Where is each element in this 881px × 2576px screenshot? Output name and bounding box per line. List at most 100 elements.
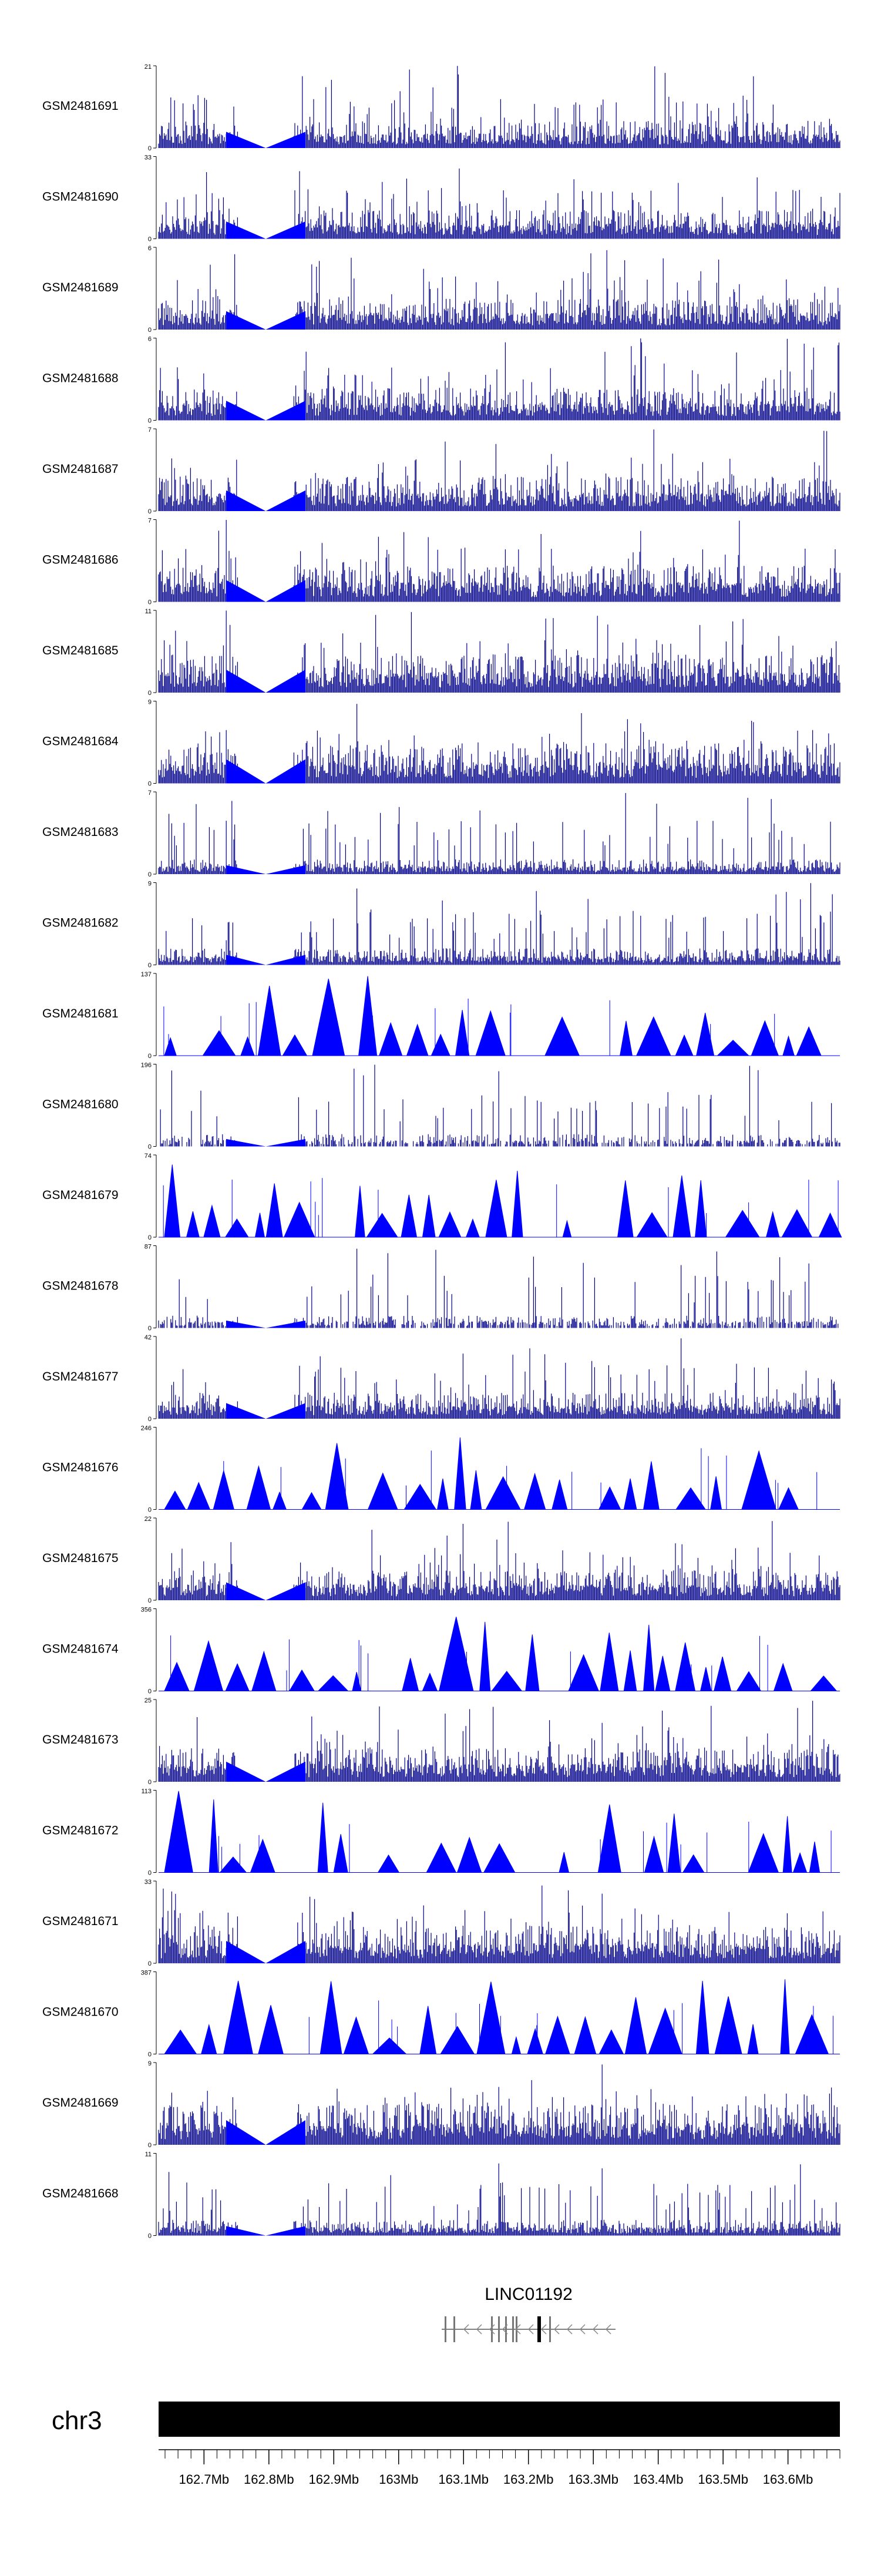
gap-interpolation [226,401,305,421]
y-min-label: 0 [148,1960,152,1967]
y-min-label: 0 [148,418,152,425]
track-label: GSM2481678 [42,1279,119,1293]
y-max-label: 137 [141,971,152,978]
tick-label: 163.6Mb [763,2472,813,2487]
y-min-label: 0 [148,2051,152,2058]
y-min-label: 0 [148,2233,152,2240]
strand-arrow-icon [579,2324,586,2335]
coverage-bars [158,1701,840,1782]
track-label: GSM2481688 [42,372,119,385]
coverage-spikes [176,1822,832,1873]
y-max-label: 87 [144,1244,152,1251]
coverage-bars [158,610,840,693]
track-label: GSM2481687 [42,462,119,476]
y-max-label: 33 [144,1879,152,1886]
coverage-bars [158,883,840,965]
gap-interpolation [226,2120,305,2145]
track-GSM2481678: GSM2481678 87 0 [42,1244,839,1332]
track-GSM2481672: GSM2481672 113 0 [42,1788,840,1877]
y-max-label: 196 [141,1062,152,1069]
coverage-bars [158,250,840,330]
y-max-label: 6 [148,245,152,252]
gap-interpolation [226,132,305,148]
gene-label: LINC01192 [485,2285,573,2304]
track-GSM2481670: GSM2481670 387 0 [42,1970,840,2058]
y-min-label: 0 [148,781,152,788]
track-GSM2481669: GSM2481669 9 0 [42,2060,840,2149]
gap-interpolation [226,1138,305,1147]
track-GSM2481676: GSM2481676 246 0 [42,1425,840,1514]
track-label: GSM2481691 [42,99,119,113]
y-max-label: 356 [141,1607,152,1614]
strand-arrow-icon [489,2324,495,2335]
gap-interpolation [226,1403,305,1419]
y-min-label: 0 [148,145,152,152]
y-max-label: 9 [148,2060,152,2067]
strand-arrow-icon [553,2324,560,2335]
coverage-bars [158,168,840,239]
gap-interpolation [226,490,305,511]
track-GSM2481673: GSM2481673 25 0 [42,1697,840,1786]
y-min-label: 0 [148,1688,152,1695]
y-min-label: 0 [148,1234,152,1241]
track-label: GSM2481669 [42,2096,119,2110]
gap-interpolation [226,2226,305,2236]
gap-interpolation [226,1940,305,1963]
chromosome-label: chr3 [52,2406,102,2435]
coverage-bars [158,2064,840,2145]
tick-label: 163.1Mb [438,2472,489,2487]
y-max-label: 113 [141,1788,152,1795]
track-label: GSM2481673 [42,1733,119,1747]
track-GSM2481691: GSM2481691 21 0 [42,63,840,152]
y-min-label: 0 [148,962,152,969]
track-label: GSM2481682 [42,916,119,930]
y-min-label: 0 [148,508,152,515]
coverage-spikes [163,1178,839,1237]
gap-interpolation [226,221,305,239]
track-label: GSM2481689 [42,281,119,294]
coverage-peaks [159,1979,840,2054]
gene-track: LINC01192 [442,2285,616,2342]
exon [445,2316,446,2342]
y-min-label: 0 [148,1597,152,1604]
coverage-bars [160,1064,840,1147]
strand-arrow-icon [592,2324,598,2335]
coverage-bars [158,1338,840,1419]
gap-interpolation [226,1761,305,1782]
y-max-label: 25 [144,1697,152,1704]
y-min-label: 0 [148,1144,152,1151]
track-label: GSM2481668 [42,2187,119,2201]
gap-interpolation [226,955,305,965]
gap-interpolation [226,580,305,602]
track-label: GSM2481670 [42,2006,119,2019]
coverage-bars [158,1885,840,1963]
strand-arrow-icon [540,2324,547,2335]
coverage-bars [158,338,840,421]
gap-interpolation [226,865,305,874]
track-label: GSM2481675 [42,1551,119,1565]
track-label: GSM2481684 [42,735,119,748]
track-GSM2481682: GSM2481682 9 0 [42,881,840,969]
track-GSM2481681: GSM2481681 137 0 [42,971,840,1060]
y-max-label: 6 [148,336,152,343]
gap-interpolation [226,759,305,784]
gap-interpolation [226,1320,305,1328]
track-label: GSM2481674 [42,1643,119,1656]
track-label: GSM2481681 [42,1007,119,1020]
y-max-label: 42 [144,1334,152,1341]
gap-interpolation [226,311,305,330]
y-min-label: 0 [148,327,152,334]
track-GSM2481680: GSM2481680 196 0 [42,1062,840,1151]
y-max-label: 7 [148,790,152,797]
y-max-label: 9 [148,699,152,706]
tick-label: 162.7Mb [179,2472,230,2487]
gap-interpolation [226,669,305,693]
strand-arrow-icon [527,2324,534,2335]
exon [498,2316,500,2342]
y-min-label: 0 [148,599,152,606]
y-max-label: 7 [148,518,152,525]
track-label: GSM2481671 [42,1915,119,1928]
track-GSM2481675: GSM2481675 22 0 [42,1516,840,1604]
exon [549,2316,551,2342]
